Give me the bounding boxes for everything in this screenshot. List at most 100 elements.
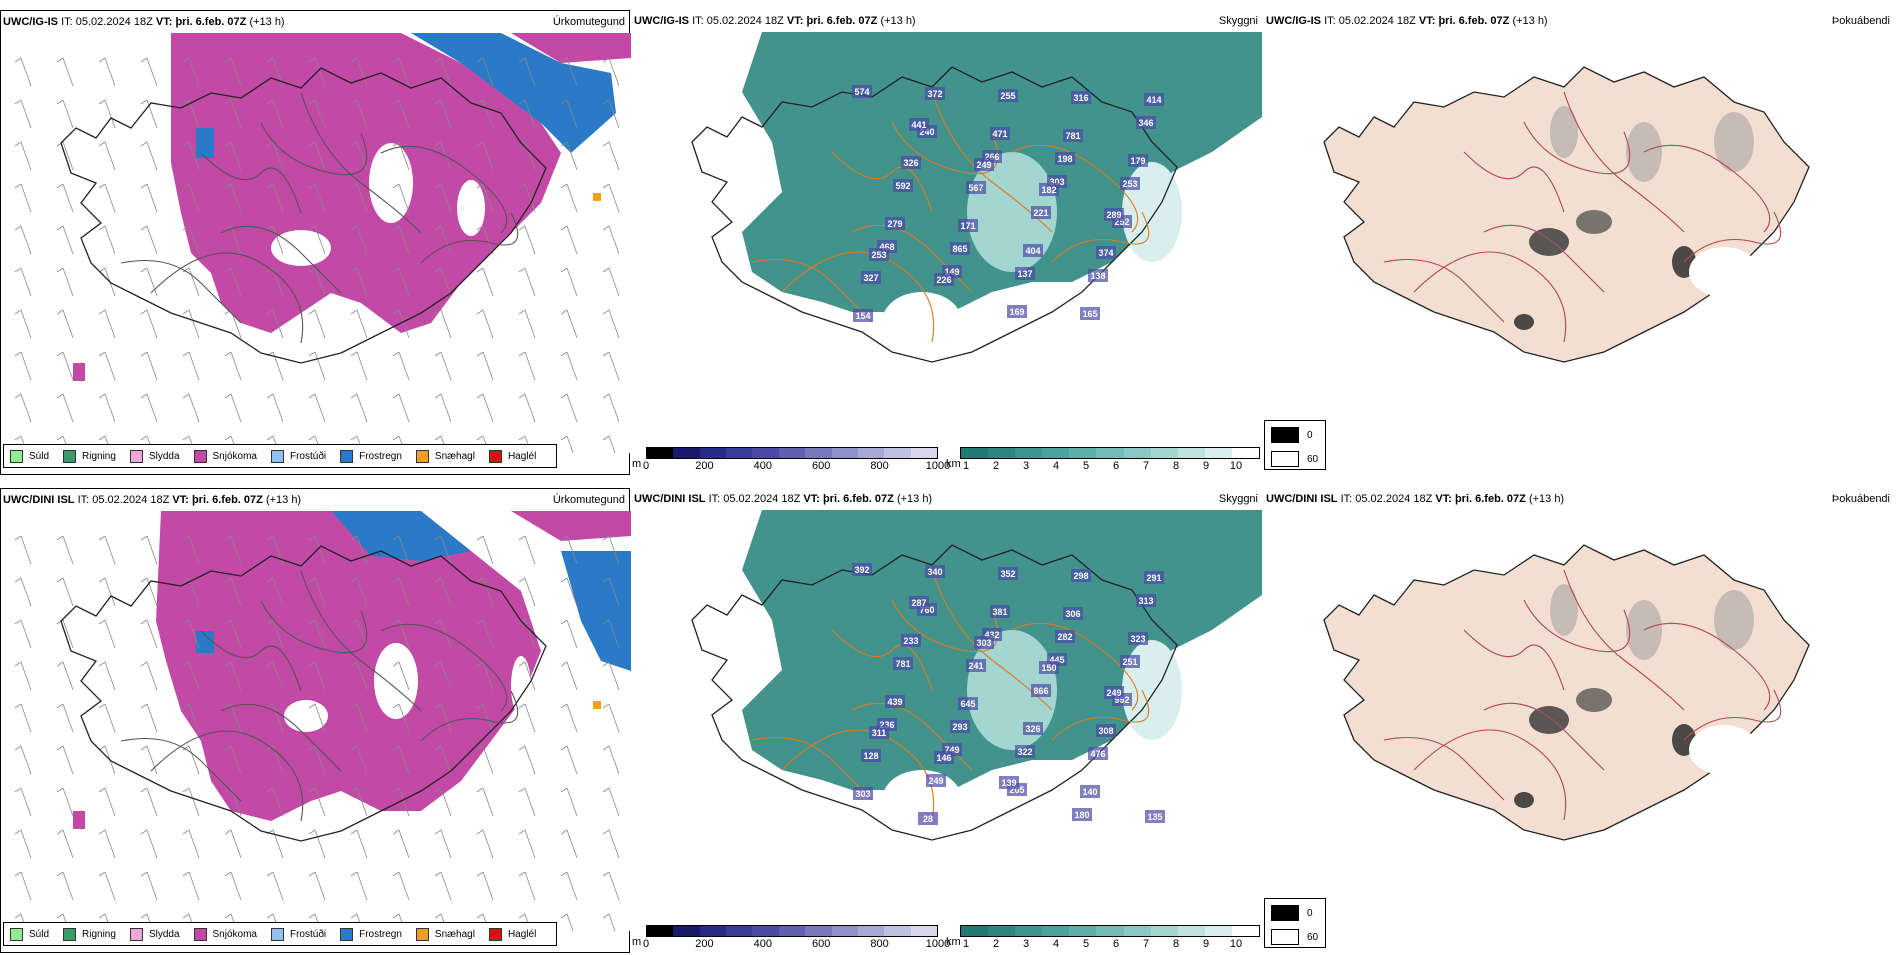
legend-item: Frostregn <box>340 449 402 463</box>
panel-header: UWC/DINI ISL IT: 05.02.2024 18Z VT: þri.… <box>634 493 932 505</box>
cloud-base-label: 171 <box>960 221 975 231</box>
legend-label: Rigning <box>82 450 116 462</box>
cloud-base-label: 154 <box>855 311 870 321</box>
model-name: UWC/DINI ISL <box>3 494 75 506</box>
legend-label: Frostregn <box>359 450 402 462</box>
legend-label: Frostúði <box>289 928 327 940</box>
cloud-base-label: 303 <box>855 789 870 799</box>
valid-time-value: þri. 6.feb. 07Z <box>175 16 247 28</box>
legend-label: Súld <box>29 928 50 940</box>
legend-item: Frostúði <box>270 927 327 941</box>
cloud-base-label: 432 <box>984 630 999 640</box>
cloud-base-label: 233 <box>903 636 918 646</box>
legend-swatch <box>270 449 284 463</box>
legend-item: Slydda <box>129 927 180 941</box>
cloud-base-label: 251 <box>1122 657 1137 667</box>
fog-legend-item: 60 <box>1265 927 1325 947</box>
lead-time: (+13 h) <box>249 16 285 28</box>
init-time-value: 05.02.2024 18Z <box>75 16 153 28</box>
cloud-base-label: 308 <box>1098 726 1113 736</box>
cloud-base-label: 340 <box>927 567 942 577</box>
init-time-label: IT: <box>1340 493 1353 505</box>
init-time-label: IT: <box>61 16 73 28</box>
cloud-base-label: 287 <box>911 598 926 608</box>
init-time-value: 05.02.2024 18Z <box>1355 493 1433 505</box>
precip-type-panel: UWC/IG-IS IT: 05.02.2024 18Z VT: þri. 6.… <box>0 10 631 475</box>
scale-tick: 10 <box>1229 460 1243 472</box>
panel-variable-title: Úrkomutegund <box>552 16 625 28</box>
cloud-base-label: 574 <box>854 87 869 97</box>
scale-tick: 10 <box>1229 938 1243 950</box>
model-name: UWC/IG-IS <box>3 16 58 28</box>
init-time-label: IT: <box>708 493 721 505</box>
panel-variable-title: Þokuábendi <box>1831 15 1890 27</box>
cloud-base-label: 241 <box>968 661 983 671</box>
cloud-base-label: 645 <box>960 699 975 709</box>
cloud-base-label: 303 <box>976 638 991 648</box>
cloud-base-label: 414 <box>1146 95 1161 105</box>
valid-time-label: VT: <box>155 16 173 28</box>
cloud-base-label: 279 <box>887 219 902 229</box>
cloud-base-label: 293 <box>952 722 967 732</box>
cloud-base-label: 374 <box>1098 248 1113 258</box>
cloud-base-label: 252 <box>1114 217 1129 227</box>
legend-swatch <box>193 449 207 463</box>
legend-swatch <box>415 449 429 463</box>
cloud-base-label: 445 <box>1049 655 1064 665</box>
cloud-base-label: 169 <box>1009 307 1024 317</box>
fog-legend: 0 60 <box>1264 420 1326 470</box>
valid-time-value: þri. 6.feb. 07Z <box>822 493 894 505</box>
legend-item: Frostúði <box>270 449 327 463</box>
model-name: UWC/IG-IS <box>1266 15 1321 27</box>
cloud-base-label: 198 <box>1057 154 1072 164</box>
legend-label: Snæhagl <box>434 450 475 462</box>
scale-tick: 0 <box>642 938 650 950</box>
fog-legend-swatch <box>1271 905 1299 921</box>
lead-time: (+13 h) <box>880 15 916 27</box>
cloud-base-label: 149 <box>944 267 959 277</box>
cloud-base-label: 866 <box>1033 686 1048 696</box>
cloud-base-label: 441 <box>911 120 926 130</box>
scale-tick: 200 <box>695 938 714 950</box>
scale-unit: km <box>946 458 961 470</box>
cloud-base-label: 865 <box>952 244 967 254</box>
legend-swatch <box>193 927 207 941</box>
valid-time-label: VT: <box>1418 15 1436 27</box>
scale-tick: 6 <box>1112 938 1120 950</box>
cloud-base-label: 327 <box>863 273 878 283</box>
fog-legend-label: 0 <box>1307 907 1313 919</box>
legend-label: Haglél <box>507 928 537 940</box>
cloud-base-label: 322 <box>1017 747 1032 757</box>
cloud-base-label: 326 <box>1025 724 1040 734</box>
valid-time-value: þri. 6.feb. 07Z <box>1454 493 1526 505</box>
cloud-base-label: 146 <box>936 753 951 763</box>
legend-swatch <box>129 449 143 463</box>
legend-label: Snjókoma <box>212 450 257 462</box>
fog-legend: 0 60 <box>1264 898 1326 948</box>
valid-time-label: VT: <box>172 494 189 506</box>
lead-time: (+13 h) <box>265 494 302 506</box>
init-time-label: IT: <box>692 15 704 27</box>
legend-item: Súld <box>10 927 50 941</box>
panel-variable-title: Skyggni <box>1218 15 1258 27</box>
legend-swatch <box>340 449 354 463</box>
cloud-base-label: 306 <box>1065 609 1080 619</box>
legend-swatch <box>129 927 143 941</box>
cloud-base-label: 392 <box>854 565 869 575</box>
legend-item: Snjókoma <box>193 927 257 941</box>
legend-label: Frostúði <box>289 450 327 462</box>
cloud-base-label: 249 <box>928 776 943 786</box>
cloud-base-label: 179 <box>1130 156 1145 166</box>
scale-tick: 3 <box>1022 460 1030 472</box>
scale-tick: 400 <box>753 460 772 472</box>
init-time-value: 05.02.2024 18Z <box>1338 15 1416 27</box>
scale-tick: 7 <box>1142 938 1150 950</box>
scale-tick: 5 <box>1082 938 1090 950</box>
visibility-panel: UWC/DINI ISL IT: 05.02.2024 18Z VT: þri.… <box>632 488 1262 953</box>
cloud-base-label: 28 <box>923 814 933 824</box>
cloud-base-label: 289 <box>1106 210 1121 220</box>
cloud-base-label: 311 <box>872 728 887 738</box>
scale-unit: m <box>632 458 642 470</box>
cloud-base-label: 226 <box>936 275 951 285</box>
legend-item: Súld <box>10 449 49 463</box>
